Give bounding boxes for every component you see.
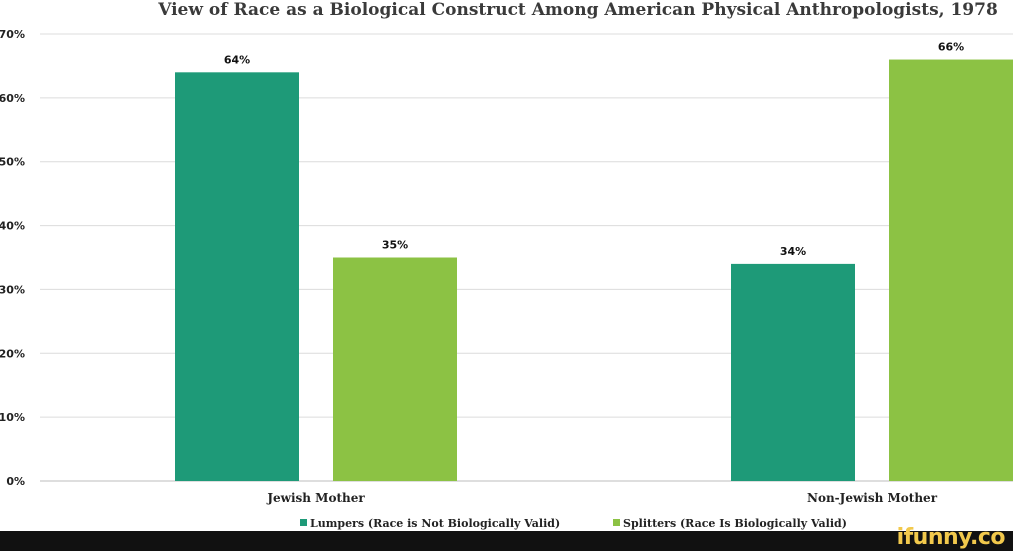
y-axis-ticks: 0% 10% 20% 30% 40% 50% 60% 70% (0, 28, 25, 488)
bars (175, 59, 1013, 482)
data-label: 35% (382, 239, 408, 252)
legend: Lumpers (Race is Not Biologically Valid)… (300, 517, 847, 530)
bar-splitters-jewish-mother (333, 257, 457, 481)
y-tick-label: 70% (0, 28, 25, 41)
legend-entry: Splitters (Race Is Biologically Valid) (623, 517, 847, 530)
y-tick-label: 30% (0, 283, 25, 296)
bar-splitters-non-jewish-mother (889, 59, 1013, 482)
y-tick-label: 20% (0, 347, 25, 360)
legend-swatch (613, 519, 620, 526)
data-label: 66% (938, 41, 964, 54)
chart-title: View of Race as a Biological Construct A… (157, 0, 998, 20)
category-labels: Jewish Mother Non-Jewish Mother (266, 491, 937, 505)
y-tick-label: 40% (0, 220, 25, 233)
y-tick-label: 50% (0, 156, 25, 169)
y-tick-label: 60% (0, 92, 25, 105)
category-label: Non-Jewish Mother (807, 491, 938, 505)
data-label: 64% (224, 53, 250, 66)
watermark-logo: ifunny.co (896, 525, 1006, 550)
data-labels: 64% 35% 34% 66% (224, 41, 964, 258)
data-label: 34% (780, 245, 806, 258)
bar-lumpers-jewish-mother (175, 72, 299, 482)
y-tick-label: 0% (6, 475, 25, 488)
bar-lumpers-non-jewish-mother (731, 263, 855, 481)
watermark-bar (0, 531, 1013, 551)
legend-swatch (300, 519, 307, 526)
category-label: Jewish Mother (266, 491, 365, 505)
legend-entry: Lumpers (Race is Not Biologically Valid) (310, 517, 560, 530)
y-tick-label: 10% (0, 411, 25, 424)
